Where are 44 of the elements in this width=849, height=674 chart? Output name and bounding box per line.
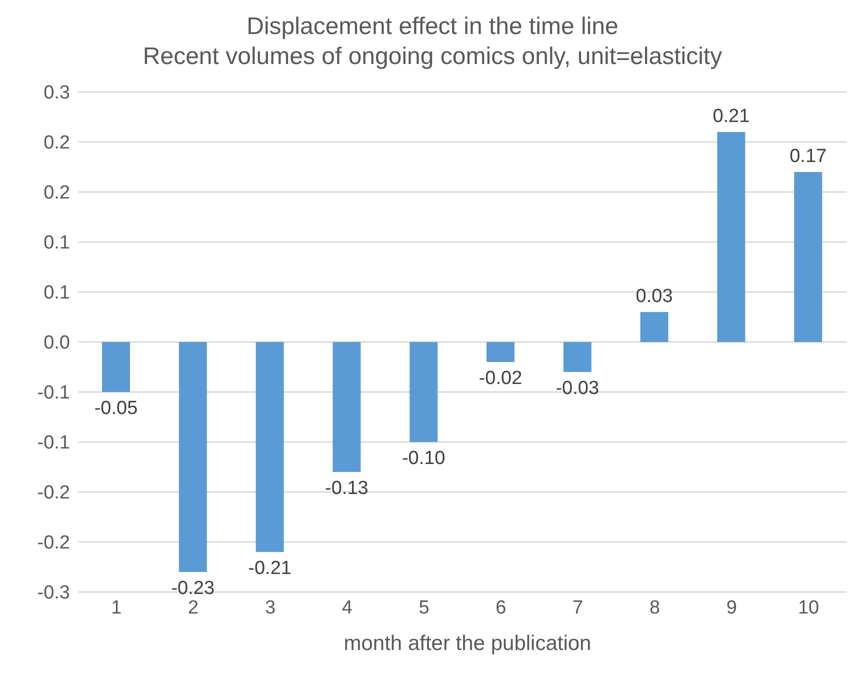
bar bbox=[563, 342, 592, 372]
x-tick-label: 10 bbox=[798, 597, 820, 618]
chart-title: Displacement effect in the time line bbox=[246, 12, 620, 42]
x-tick-label: 7 bbox=[572, 597, 584, 618]
data-label: -0.05 bbox=[94, 398, 138, 419]
x-tick-label: 8 bbox=[649, 597, 660, 618]
y-tick-label: 0.1 bbox=[44, 232, 70, 254]
bar bbox=[256, 342, 284, 552]
data-label: 0.21 bbox=[712, 106, 750, 127]
y-tick-label: 0.3 bbox=[44, 82, 70, 104]
y-tick-label: -0.2 bbox=[37, 482, 70, 504]
bar bbox=[640, 312, 668, 342]
data-label: -0.10 bbox=[402, 448, 446, 469]
bar bbox=[717, 132, 746, 342]
bar bbox=[332, 342, 361, 472]
data-label: -0.02 bbox=[478, 368, 522, 389]
data-label: 0.03 bbox=[636, 286, 673, 307]
x-axis-title: month after the publication bbox=[342, 632, 592, 656]
x-tick-label: 9 bbox=[726, 597, 737, 618]
bar bbox=[178, 342, 207, 572]
data-label: -0.03 bbox=[556, 378, 600, 399]
bar bbox=[486, 342, 514, 362]
x-tick-label: 3 bbox=[264, 597, 276, 618]
x-tick-label: 5 bbox=[418, 597, 430, 618]
y-tick-label: 0.2 bbox=[44, 132, 70, 154]
x-tick-label: 4 bbox=[342, 597, 353, 618]
data-label: -0.23 bbox=[171, 578, 215, 599]
x-tick-label: 2 bbox=[188, 597, 199, 618]
bar bbox=[410, 342, 438, 442]
bar bbox=[102, 342, 130, 392]
y-tick-label: -0.3 bbox=[37, 582, 70, 604]
data-label: -0.13 bbox=[325, 478, 368, 499]
data-label: -0.21 bbox=[248, 558, 292, 579]
y-tick-label: -0.1 bbox=[37, 382, 70, 404]
x-tick-label: 1 bbox=[111, 597, 122, 618]
y-tick-label: 0.2 bbox=[44, 182, 70, 204]
chart-subtitle: Recent volumes of ongoing comics only, unit=elasticity bbox=[142, 42, 724, 72]
bar bbox=[794, 172, 822, 342]
y-tick-label: -0.2 bbox=[37, 532, 70, 554]
y-tick-label: 0.0 bbox=[44, 332, 70, 354]
y-tick-label: -0.1 bbox=[37, 432, 70, 454]
x-tick-label: 6 bbox=[496, 597, 506, 618]
data-label: 0.17 bbox=[790, 146, 827, 167]
y-tick-label: 0.1 bbox=[44, 282, 70, 304]
